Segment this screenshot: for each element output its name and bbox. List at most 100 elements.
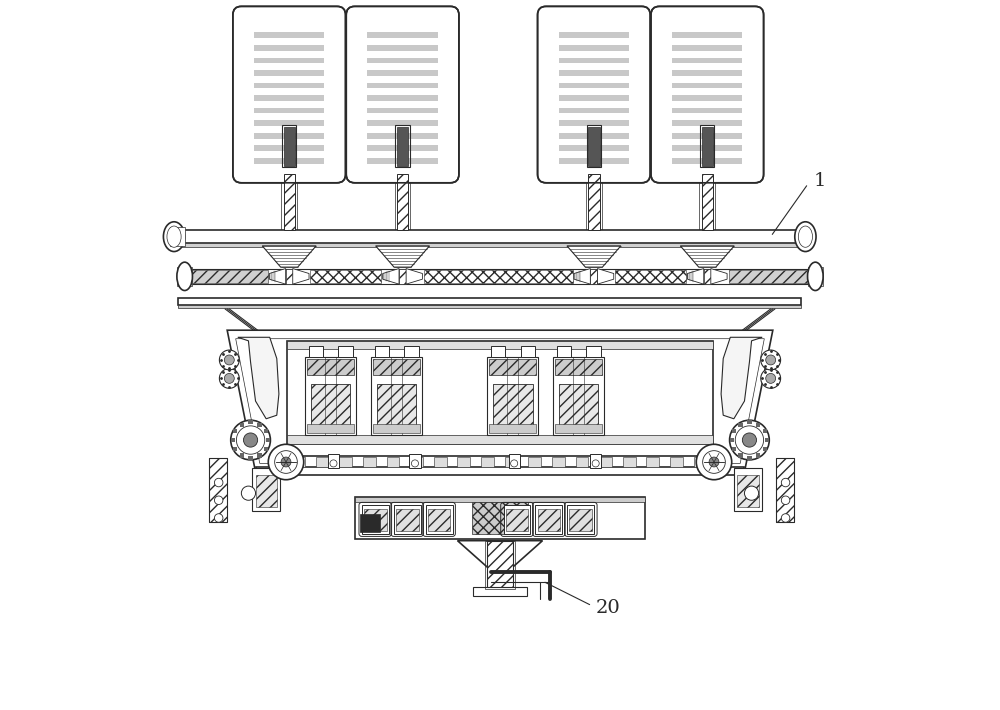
Bar (355, 497, 645, 503)
Bar (397, 127, 408, 166)
Bar (672, 45, 742, 50)
Ellipse shape (177, 262, 192, 290)
Bar (266, 438, 270, 442)
Bar (188, 268, 812, 284)
Bar (776, 458, 794, 522)
Circle shape (761, 368, 781, 388)
Bar (557, 346, 571, 357)
Bar (373, 425, 420, 433)
Bar (763, 447, 767, 451)
Polygon shape (687, 268, 704, 284)
Bar (362, 506, 389, 534)
Bar (756, 453, 760, 457)
Bar (559, 70, 629, 76)
Bar (254, 70, 324, 76)
Bar (538, 510, 560, 531)
Bar (559, 45, 629, 50)
Bar (489, 425, 536, 433)
Circle shape (214, 496, 223, 505)
Bar (364, 510, 387, 531)
Bar (428, 510, 450, 531)
Bar (559, 158, 629, 164)
Bar (586, 174, 602, 230)
Bar (505, 457, 517, 467)
Bar (394, 506, 421, 534)
Bar (254, 58, 324, 63)
Bar (256, 476, 277, 508)
Bar (316, 457, 329, 467)
Bar (248, 420, 253, 425)
Bar (559, 120, 629, 126)
Bar (559, 384, 598, 427)
Bar (254, 146, 324, 151)
Circle shape (236, 426, 265, 454)
Bar (599, 457, 612, 467)
Bar (257, 453, 262, 457)
Bar (397, 174, 408, 230)
Bar (373, 359, 420, 375)
Circle shape (224, 373, 234, 383)
Polygon shape (238, 337, 279, 419)
Bar (732, 429, 736, 433)
Polygon shape (597, 268, 614, 284)
Bar (424, 270, 573, 283)
Bar (395, 125, 410, 168)
Bar (588, 127, 600, 166)
Bar (264, 429, 268, 433)
Bar (763, 429, 767, 433)
Bar (615, 270, 686, 283)
Circle shape (781, 479, 790, 487)
Bar (588, 174, 600, 230)
Bar (282, 125, 296, 168)
Bar (672, 95, 742, 101)
Bar (177, 267, 192, 285)
Circle shape (214, 514, 223, 523)
Bar (367, 82, 438, 88)
Bar (178, 243, 801, 247)
Bar (672, 133, 742, 138)
Bar (776, 458, 794, 522)
Bar (672, 58, 742, 63)
Bar (738, 453, 743, 457)
Bar (367, 95, 438, 101)
Bar (559, 146, 629, 151)
Bar (729, 270, 812, 283)
Bar (555, 359, 602, 375)
Polygon shape (293, 268, 309, 284)
Bar (672, 120, 742, 126)
Polygon shape (376, 246, 429, 267)
Bar (387, 457, 399, 467)
Bar (672, 82, 742, 88)
Bar (391, 357, 402, 435)
Bar (559, 95, 629, 101)
Circle shape (761, 350, 781, 370)
Circle shape (766, 373, 776, 383)
Bar (367, 146, 438, 151)
Bar (284, 127, 295, 166)
Circle shape (781, 514, 790, 523)
Circle shape (275, 451, 297, 474)
Circle shape (511, 460, 518, 467)
Bar (672, 158, 742, 164)
Bar (309, 346, 323, 357)
Bar (808, 267, 823, 285)
Bar (559, 82, 629, 88)
Bar (509, 454, 520, 469)
Bar (700, 125, 714, 168)
Circle shape (730, 420, 769, 460)
Text: 1: 1 (813, 173, 826, 190)
Ellipse shape (795, 222, 816, 251)
Bar (747, 420, 752, 425)
Bar (555, 425, 602, 433)
Bar (287, 341, 713, 349)
Bar (765, 438, 769, 442)
Bar (567, 506, 594, 534)
Bar (410, 457, 423, 467)
Bar (569, 510, 592, 531)
FancyBboxPatch shape (651, 6, 764, 182)
Circle shape (243, 433, 258, 447)
Bar (702, 127, 713, 166)
Circle shape (241, 486, 256, 501)
Circle shape (219, 350, 239, 370)
Bar (233, 429, 237, 433)
